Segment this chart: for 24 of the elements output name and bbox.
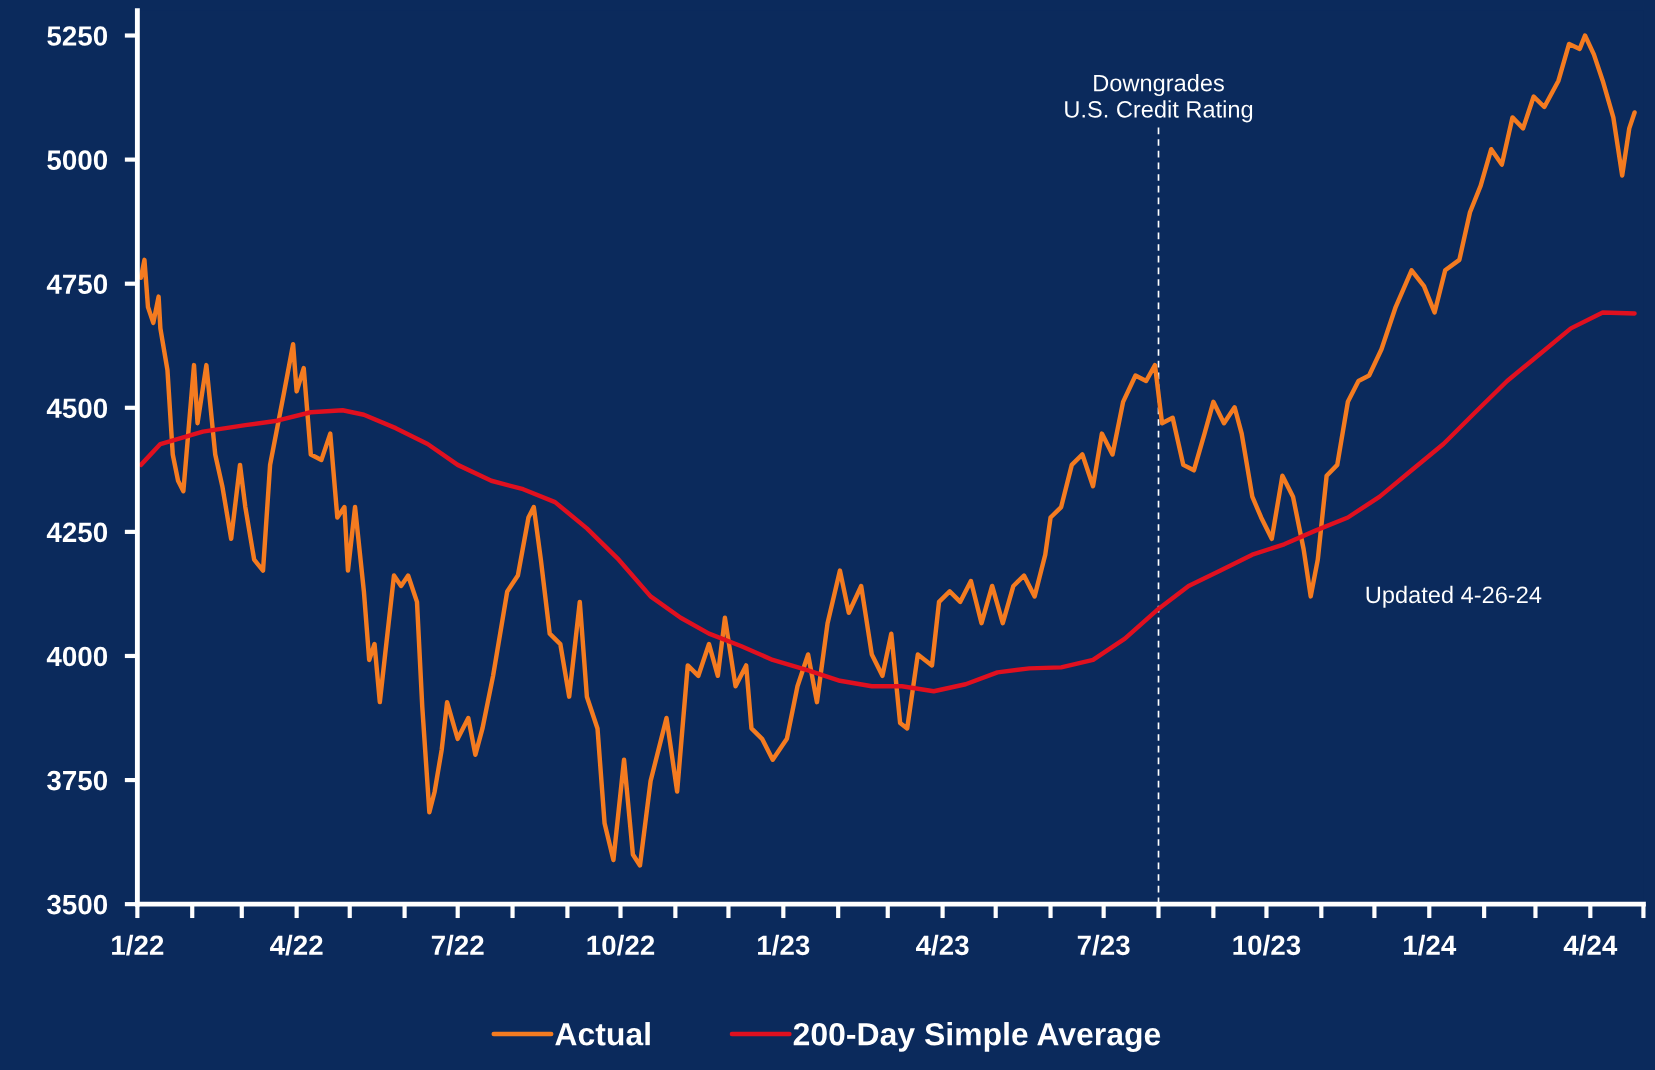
- x-tick-label: 7/22: [431, 934, 484, 956]
- ref-line-label: Downgrades U.S. Credit Rating: [1065, 74, 1253, 123]
- x-tick-label: 10/23: [1233, 934, 1301, 956]
- y-tick-label: 5000: [47, 150, 108, 170]
- line-series: [138, 310, 1637, 694]
- y-tick-label: 4250: [46, 522, 108, 543]
- x-tick-label: 1/24: [1404, 934, 1457, 956]
- x-tick-label: 1/23: [758, 934, 810, 956]
- y-tick-label: 4750: [46, 274, 108, 295]
- legend-label: 200-Day Simple Average: [793, 1022, 1161, 1052]
- y-tick-label: 4500: [46, 398, 108, 419]
- x-tick-label: 4/24: [1563, 934, 1618, 956]
- legend-label: Actual: [555, 1022, 650, 1046]
- x-tick-label: 4/22: [270, 934, 323, 956]
- x-tick-label: 4/23: [915, 934, 969, 956]
- y-tick-label: 3500: [47, 894, 108, 915]
- x-tick-label: 1/22: [112, 934, 164, 956]
- x-tick-label: 10/22: [587, 934, 655, 956]
- annotation: Updated 4-26-24: [1366, 585, 1542, 608]
- y-tick-label: 3750: [47, 770, 108, 791]
- x-tick-label: 7/23: [1077, 934, 1130, 956]
- line-series: [138, 33, 1637, 868]
- y-tick-label: 4000: [46, 646, 108, 667]
- y-tick-label: 5250: [47, 26, 108, 46]
